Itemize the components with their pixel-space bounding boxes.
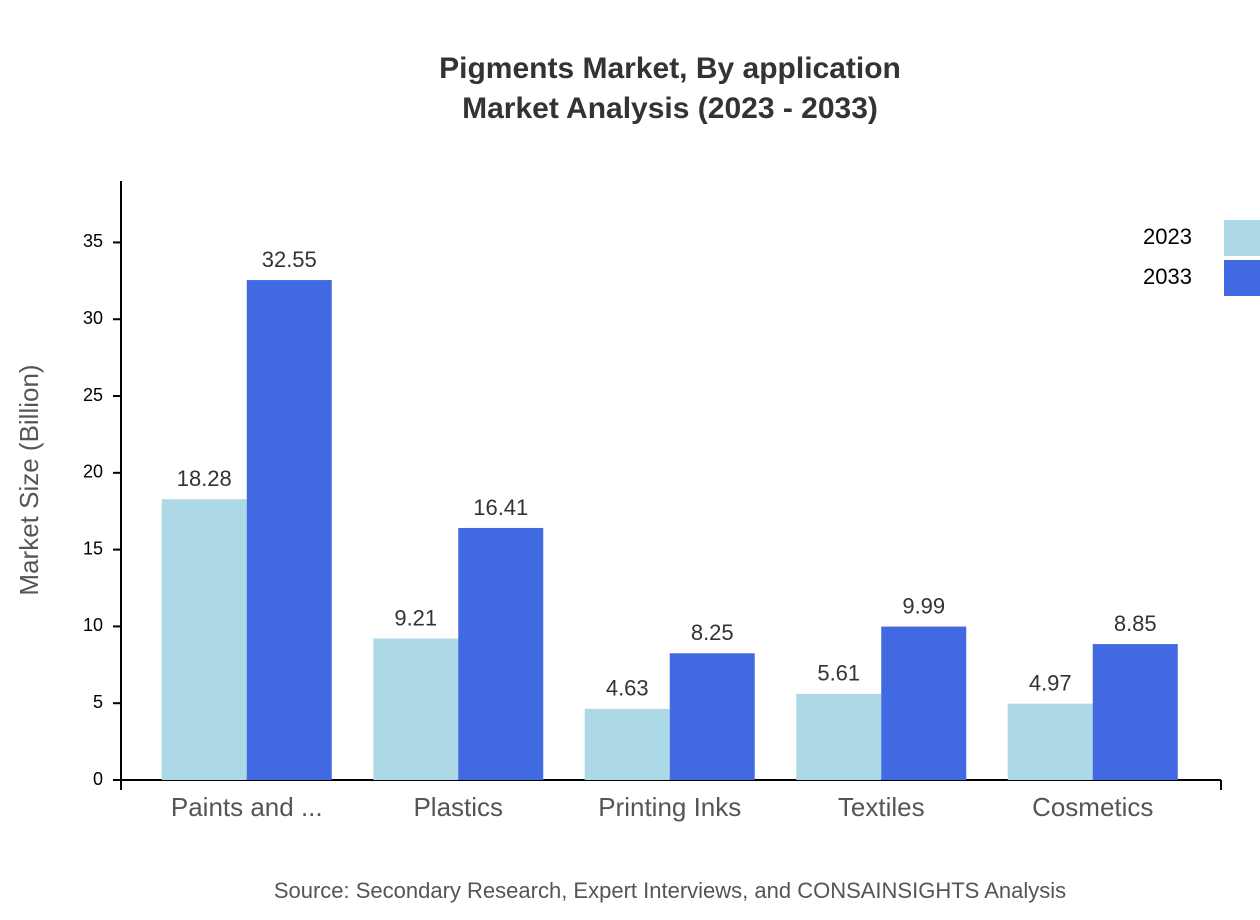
bar [373, 638, 459, 780]
data-label: 18.28 [177, 466, 232, 491]
bar [458, 527, 544, 780]
data-label: 16.41 [473, 495, 528, 520]
y-tick-label: 20 [83, 462, 103, 482]
y-axis-label: Market Size (Billion) [14, 364, 44, 595]
data-label: 4.97 [1029, 670, 1072, 695]
y-tick-label: 35 [83, 231, 103, 251]
bar [881, 626, 967, 780]
legend-swatch [1224, 220, 1260, 256]
data-label: 8.25 [691, 620, 734, 645]
legend-label: 2023 [1143, 224, 1192, 249]
y-tick-label: 10 [83, 615, 103, 635]
data-label: 4.63 [606, 676, 649, 701]
y-tick-label: 0 [93, 769, 103, 789]
bar [1092, 644, 1178, 780]
source-note: Source: Secondary Research, Expert Inter… [274, 878, 1066, 903]
bar [161, 499, 247, 780]
x-tick-label: Cosmetics [1032, 792, 1153, 822]
bar [669, 653, 755, 780]
y-tick-label: 25 [83, 385, 103, 405]
data-label: 5.61 [817, 661, 860, 686]
y-tick-label: 15 [83, 538, 103, 558]
data-label: 8.85 [1114, 611, 1157, 636]
chart-title: Pigments Market, By application [439, 52, 901, 85]
x-tick-label: Textiles [838, 792, 925, 822]
bar [584, 708, 670, 780]
bar [246, 280, 332, 780]
data-label: 32.55 [262, 247, 317, 272]
bar [796, 693, 882, 780]
x-tick-label: Printing Inks [598, 792, 741, 822]
y-tick-label: 5 [93, 692, 103, 712]
data-label: 9.99 [902, 593, 945, 618]
chart-subtitle: Market Analysis (2023 - 2033) [462, 92, 878, 125]
legend-label: 2033 [1143, 264, 1192, 289]
bar [1007, 703, 1093, 780]
x-tick-label: Paints and ... [171, 792, 323, 822]
x-tick-label: Plastics [413, 792, 503, 822]
legend-swatch [1224, 260, 1260, 296]
data-label: 9.21 [394, 605, 437, 630]
y-tick-label: 30 [83, 308, 103, 328]
